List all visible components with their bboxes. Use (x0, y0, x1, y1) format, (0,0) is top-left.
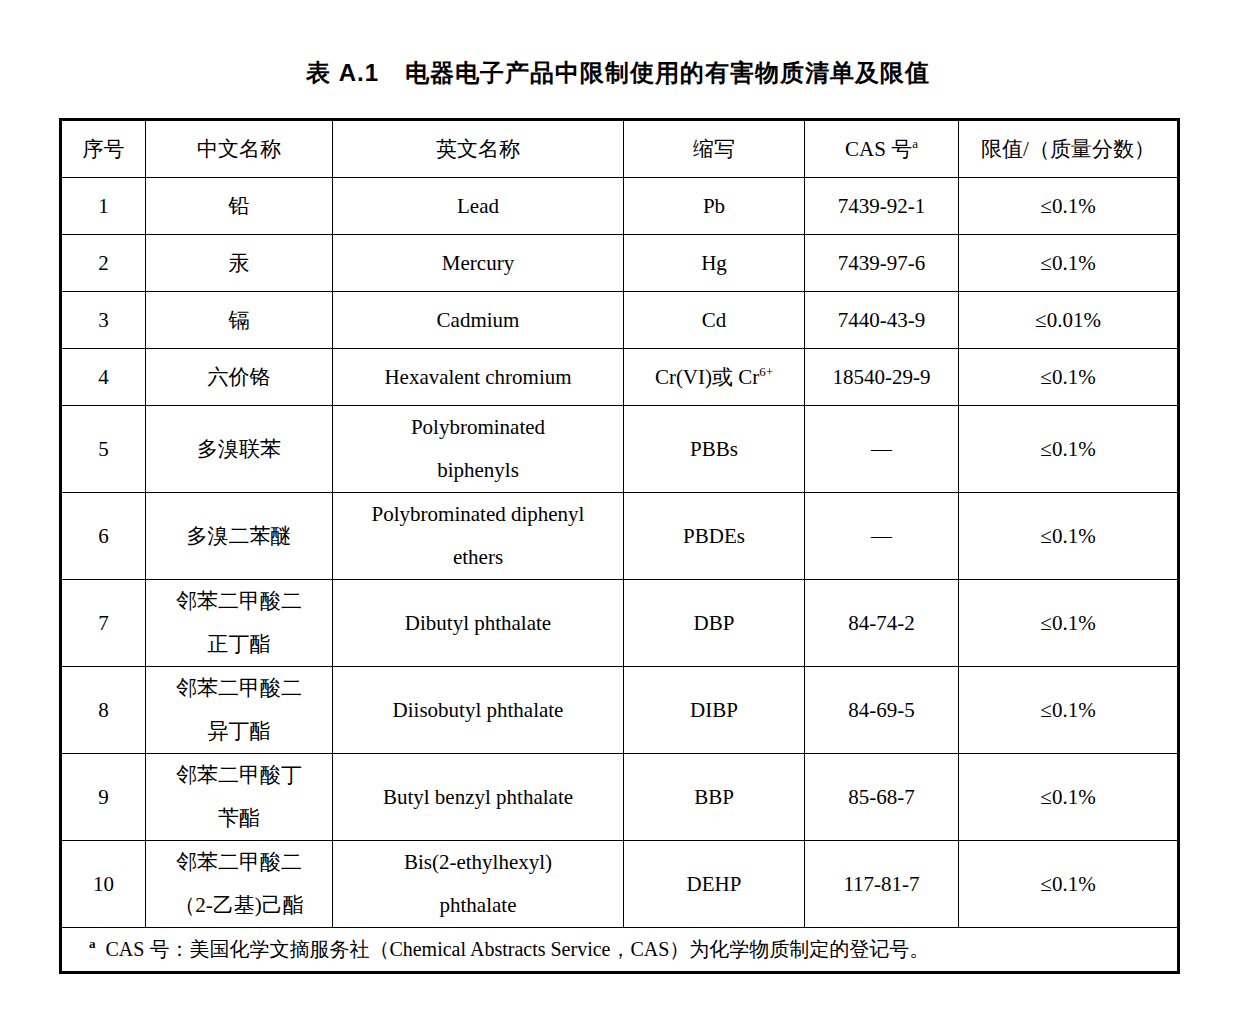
cell-limit: ≤0.1% (959, 493, 1179, 580)
header-abbreviation: 缩写 (624, 120, 805, 178)
cell-limit: ≤0.01% (959, 292, 1179, 349)
abbreviation-superscript: 6+ (759, 364, 773, 379)
footnote-text: CAS 号：美国化学文摘服务社（Chemical Abstracts Servi… (106, 938, 930, 960)
header-cas-number: CAS 号a (805, 120, 959, 178)
cell-serial-number: 9 (61, 754, 146, 841)
cell-serial-number: 4 (61, 349, 146, 406)
table-row: 8邻苯二甲酸二 异丁酯Diisobutyl phthalateDIBP84-69… (61, 667, 1179, 754)
cell-serial-number: 6 (61, 493, 146, 580)
header-english-name: 英文名称 (333, 120, 624, 178)
cell-english-name: Mercury (333, 235, 624, 292)
cell-english-name: Butyl benzyl phthalate (333, 754, 624, 841)
cell-chinese-name: 镉 (146, 292, 333, 349)
cell-abbreviation: Cr(VI)或 Cr6+ (624, 349, 805, 406)
cell-limit: ≤0.1% (959, 349, 1179, 406)
cell-chinese-name: 多溴二苯醚 (146, 493, 333, 580)
cell-cas-number: — (805, 493, 959, 580)
cell-english-name: Polybrominated diphenyl ethers (333, 493, 624, 580)
table-row: 4六价铬Hexavalent chromiumCr(VI)或 Cr6+18540… (61, 349, 1179, 406)
cell-serial-number: 5 (61, 406, 146, 493)
cell-abbreviation: DBP (624, 580, 805, 667)
cell-serial-number: 3 (61, 292, 146, 349)
cell-serial-number: 10 (61, 841, 146, 928)
cell-limit: ≤0.1% (959, 667, 1179, 754)
cell-limit: ≤0.1% (959, 580, 1179, 667)
cell-cas-number: 7440-43-9 (805, 292, 959, 349)
table-body: 1铅LeadPb7439-92-1≤0.1%2汞MercuryHg7439-97… (61, 178, 1179, 928)
table-number-label: 表 A.1 (306, 59, 379, 86)
cas-footnote-marker: a (912, 136, 918, 151)
cell-chinese-name: 六价铬 (146, 349, 333, 406)
cell-chinese-name: 汞 (146, 235, 333, 292)
cell-serial-number: 2 (61, 235, 146, 292)
cell-abbreviation: BBP (624, 754, 805, 841)
table-row: 2汞MercuryHg7439-97-6≤0.1% (61, 235, 1179, 292)
cell-english-name: Diisobutyl phthalate (333, 667, 624, 754)
header-row: 序号 中文名称 英文名称 缩写 CAS 号a 限值/（质量分数） (61, 120, 1179, 178)
cell-cas-number: 117-81-7 (805, 841, 959, 928)
cell-limit: ≤0.1% (959, 235, 1179, 292)
cell-chinese-name: 铅 (146, 178, 333, 235)
table-row: 1铅LeadPb7439-92-1≤0.1% (61, 178, 1179, 235)
cell-limit: ≤0.1% (959, 406, 1179, 493)
cell-cas-number: 85-68-7 (805, 754, 959, 841)
cell-english-name: Cadmium (333, 292, 624, 349)
cell-chinese-name: 邻苯二甲酸二 （2-乙基)己酯 (146, 841, 333, 928)
cell-limit: ≤0.1% (959, 178, 1179, 235)
cell-chinese-name: 邻苯二甲酸二 异丁酯 (146, 667, 333, 754)
cell-english-name: Hexavalent chromium (333, 349, 624, 406)
cell-chinese-name: 多溴联苯 (146, 406, 333, 493)
table-row: 9邻苯二甲酸丁 苄酯Butyl benzyl phthalateBBP85-68… (61, 754, 1179, 841)
cell-cas-number: — (805, 406, 959, 493)
cell-chinese-name: 邻苯二甲酸丁 苄酯 (146, 754, 333, 841)
table-title: 表 A.1 电器电子产品中限制使用的有害物质清单及限值 (59, 57, 1177, 89)
table-row: 3镉CadmiumCd7440-43-9≤0.01% (61, 292, 1179, 349)
table-row: 5多溴联苯Polybrominated biphenylsPBBs—≤0.1% (61, 406, 1179, 493)
header-chinese-name: 中文名称 (146, 120, 333, 178)
header-serial-number: 序号 (61, 120, 146, 178)
cell-cas-number: 84-69-5 (805, 667, 959, 754)
cell-cas-number: 7439-97-6 (805, 235, 959, 292)
cell-cas-number: 7439-92-1 (805, 178, 959, 235)
cell-english-name: Bis(2-ethylhexyl) phthalate (333, 841, 624, 928)
cell-serial-number: 1 (61, 178, 146, 235)
cell-abbreviation: Cd (624, 292, 805, 349)
header-limit: 限值/（质量分数） (959, 120, 1179, 178)
table-row: 10邻苯二甲酸二 （2-乙基)己酯Bis(2-ethylhexyl) phtha… (61, 841, 1179, 928)
cell-english-name: Polybrominated biphenyls (333, 406, 624, 493)
table-title-text: 电器电子产品中限制使用的有害物质清单及限值 (405, 59, 930, 86)
footnote-marker: a (89, 936, 96, 951)
cell-limit: ≤0.1% (959, 841, 1179, 928)
cell-abbreviation: Pb (624, 178, 805, 235)
table-row: 7邻苯二甲酸二 正丁酯Dibutyl phthalateDBP84-74-2≤0… (61, 580, 1179, 667)
cell-limit: ≤0.1% (959, 754, 1179, 841)
cell-abbreviation: PBDEs (624, 493, 805, 580)
cell-abbreviation: DEHP (624, 841, 805, 928)
cell-english-name: Lead (333, 178, 624, 235)
table-header: 序号 中文名称 英文名称 缩写 CAS 号a 限值/（质量分数） (61, 120, 1179, 178)
cell-abbreviation: DIBP (624, 667, 805, 754)
cell-chinese-name: 邻苯二甲酸二 正丁酯 (146, 580, 333, 667)
hazardous-substances-table: 序号 中文名称 英文名称 缩写 CAS 号a 限值/（质量分数） 1铅LeadP… (59, 118, 1180, 974)
cell-cas-number: 18540-29-9 (805, 349, 959, 406)
footnote-row: a CAS 号：美国化学文摘服务社（Chemical Abstracts Serv… (61, 928, 1179, 973)
cell-abbreviation: PBBs (624, 406, 805, 493)
footnote-cell: a CAS 号：美国化学文摘服务社（Chemical Abstracts Serv… (61, 928, 1179, 973)
table-footer: a CAS 号：美国化学文摘服务社（Chemical Abstracts Serv… (61, 928, 1179, 973)
cell-english-name: Dibutyl phthalate (333, 580, 624, 667)
cell-abbreviation: Hg (624, 235, 805, 292)
table-row: 6多溴二苯醚Polybrominated diphenyl ethersPBDE… (61, 493, 1179, 580)
cell-cas-number: 84-74-2 (805, 580, 959, 667)
cell-serial-number: 7 (61, 580, 146, 667)
cell-serial-number: 8 (61, 667, 146, 754)
